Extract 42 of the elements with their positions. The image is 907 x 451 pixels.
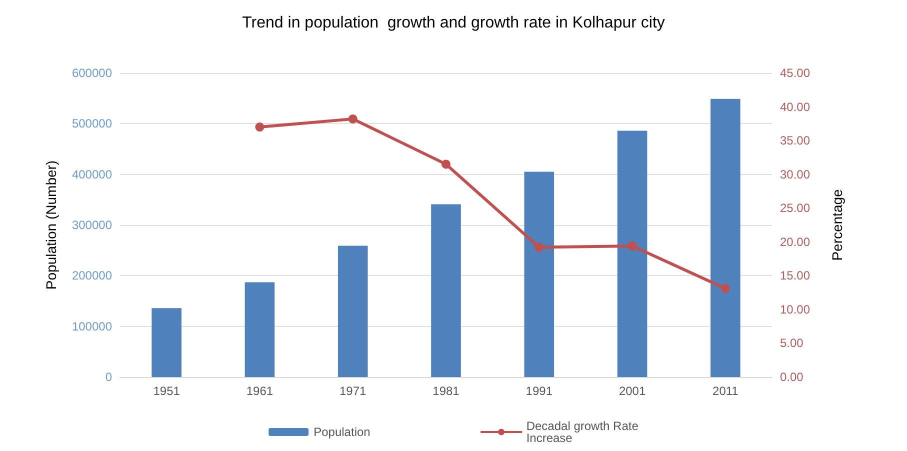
y-tick-label: 300000 <box>72 218 112 232</box>
y2-tick-label: 25.00 <box>780 201 810 216</box>
y2-tick-label: 15.00 <box>780 268 810 283</box>
x-tick-label: 2011 <box>712 384 739 398</box>
y-tick-label: 600000 <box>72 66 112 80</box>
y2-tick-label: 5.00 <box>780 336 804 350</box>
y2-tick-label: 20.00 <box>780 234 810 249</box>
y2-tick-label: 45.00 <box>780 66 810 80</box>
y2-tick-label: 30.00 <box>780 167 810 182</box>
y2-tick-label: 0.00 <box>780 370 804 384</box>
legend-label: Population <box>314 425 370 439</box>
y-tick-label: 200000 <box>72 268 112 283</box>
bar <box>244 282 275 377</box>
y-tick-label: 400000 <box>72 167 112 182</box>
x-tick-label: 1981 <box>432 384 460 398</box>
bar <box>431 204 461 377</box>
y-tick-label: 500000 <box>72 116 112 131</box>
y-tick-label: 100000 <box>72 319 112 334</box>
legend-label: Decadal growth Rate Increase <box>526 419 639 445</box>
point <box>348 114 358 124</box>
y2-tick-label: 40.00 <box>780 100 810 114</box>
bar <box>524 172 554 377</box>
y-axis-title: Population (Number) <box>43 160 59 290</box>
bar <box>338 246 368 377</box>
y2-tick-label: 35.00 <box>780 134 810 148</box>
point <box>255 122 264 132</box>
y2-tick-label: 10.00 <box>780 302 810 316</box>
x-tick-label: 2001 <box>618 384 646 398</box>
x-tick-label: 1961 <box>246 384 274 398</box>
point <box>720 284 730 293</box>
point <box>628 241 637 250</box>
y-tick-label: 0 <box>105 370 112 384</box>
x-tick-label: 1971 <box>340 384 367 398</box>
point <box>442 160 450 169</box>
x-tick-label: 1991 <box>526 384 553 398</box>
bar <box>710 98 740 377</box>
bar <box>152 308 182 377</box>
point <box>534 242 544 252</box>
y2-axis-title: Percentage <box>829 188 845 261</box>
x-tick-label: 1951 <box>153 384 180 398</box>
chart-title: Trend in population growth and growth rate in Kolhapur city <box>242 14 665 32</box>
bar <box>617 130 648 377</box>
